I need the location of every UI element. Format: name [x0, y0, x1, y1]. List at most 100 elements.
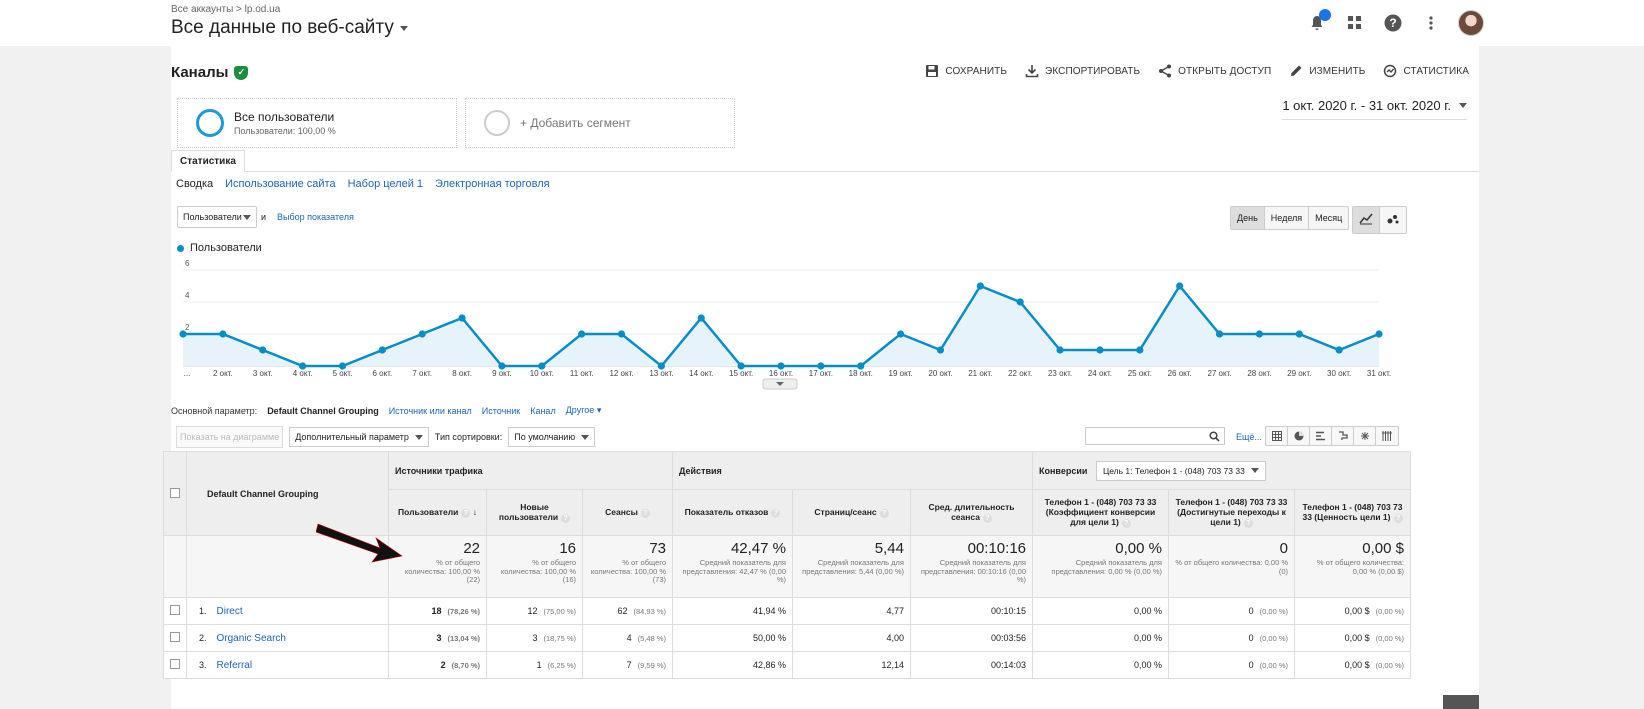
x-tick-label: 27 окт.	[1207, 369, 1231, 378]
metric-value: 50,00 %	[752, 633, 786, 643]
metric-cell: 0,00 %	[1032, 597, 1169, 625]
x-tick-label: 24 окт.	[1088, 369, 1112, 378]
select-all-checkbox[interactable]	[170, 487, 180, 498]
advanced-filter-link[interactable]: Ещё...	[1236, 432, 1262, 442]
dimension-source[interactable]: Источник	[481, 405, 521, 416]
action-pencil-button[interactable]: ИЗМЕНИТЬ	[1289, 64, 1365, 78]
period-month-button[interactable]: Месяц	[1315, 213, 1343, 223]
sort-type-select[interactable]: По умолчанию	[508, 427, 596, 447]
action-insights-button[interactable]: СТАТИСТИКА	[1383, 64, 1469, 78]
subnav-summary[interactable]: Сводка	[176, 178, 214, 190]
row-index: 2.	[199, 632, 207, 643]
data-point	[857, 362, 865, 370]
action-download-button[interactable]: ЭКСПОРТИРОВАТЬ	[1025, 64, 1140, 78]
table-row: 1. Direct 18 (78,26 %) 12 (75,00 %) 62 (84,93 %…	[163, 597, 1411, 625]
channel-link[interactable]: Organic Search	[216, 632, 286, 644]
metric-cell: 1 (6,25 %)	[486, 651, 583, 679]
choose-metric-link[interactable]: Выбор показателя	[277, 212, 354, 222]
channel-link[interactable]: Direct	[216, 605, 243, 617]
row-checkbox[interactable]	[170, 605, 180, 615]
tab-statistics[interactable]: Статистика	[171, 150, 245, 172]
line-chart-icon[interactable]	[1353, 207, 1380, 233]
dimension-medium[interactable]: Канал	[530, 405, 556, 416]
search-icon[interactable]	[1209, 430, 1220, 442]
motion-chart-icon[interactable]	[1380, 207, 1406, 233]
column-header[interactable]: Телефон 1 - (048) 703 73 33 (Коэффициент…	[1032, 489, 1169, 536]
pie-view-icon[interactable]	[1288, 427, 1310, 445]
total-value: 22	[463, 540, 480, 557]
subnav-site-usage[interactable]: Использование сайта	[225, 178, 336, 190]
column-header[interactable]: Сеансы?	[582, 489, 673, 536]
row-checkbox[interactable]	[170, 632, 180, 642]
date-range-picker[interactable]: 1 окт. 2020 г. - 31 окт. 2020 г.	[1282, 98, 1467, 120]
chart-metric-select[interactable]: Пользователи	[177, 206, 257, 228]
data-point	[1295, 330, 1303, 338]
help-icon[interactable]: ?	[1243, 518, 1253, 528]
dimension-current[interactable]: Default Channel Grouping	[267, 405, 379, 416]
secondary-dimension-select[interactable]: Дополнительный параметр	[289, 427, 429, 447]
x-tick-label: 16 окт.	[769, 369, 793, 378]
metric-share: (9,59 %)	[637, 661, 666, 670]
x-tick-label: 12 окт.	[609, 369, 633, 378]
column-header[interactable]: Показатель отказов?	[672, 489, 793, 536]
comparison-view-icon[interactable]	[1332, 427, 1354, 445]
segment-all-users[interactable]: Все пользователи Пользователи: 100,00 %	[177, 98, 457, 148]
column-header-label: Телефон 1 - (048) 703 73 33 (Коэффициент…	[1044, 497, 1157, 528]
action-save-button[interactable]: СОХРАНИТЬ	[925, 64, 1007, 78]
total-cell: 00:10:16 Средний показатель для представл…	[910, 535, 1033, 598]
period-day-button[interactable]: День	[1231, 207, 1265, 229]
total-note: Средний показатель для представления: 5,…	[802, 558, 904, 576]
total-value: 0,00 $	[1362, 540, 1404, 557]
term-cloud-view-icon[interactable]	[1354, 427, 1376, 445]
user-avatar[interactable]	[1458, 10, 1484, 36]
column-header[interactable]: Страниц/сеанс?	[792, 489, 911, 536]
channel-link[interactable]: Referral	[216, 659, 253, 671]
column-header-label: Показатель отказов	[684, 507, 769, 518]
column-header[interactable]: Телефон 1 - (048) 703 73 33 (Ценность це…	[1294, 489, 1411, 536]
dimension-source-medium[interactable]: Источник или канал	[388, 405, 472, 416]
help-icon[interactable]: ?	[1382, 12, 1404, 34]
help-icon[interactable]: ?	[461, 508, 471, 518]
table-view-icon[interactable]	[1266, 427, 1288, 445]
column-header-label: Пользователи	[398, 507, 459, 518]
help-icon[interactable]: ?	[879, 508, 889, 518]
account-breadcrumb[interactable]: Все аккаунты > lp.od.ua	[171, 4, 281, 15]
goal-select[interactable]: Цель 1: Телефон 1 - (048) 703 73 33	[1095, 460, 1266, 481]
help-icon[interactable]: ?	[561, 513, 571, 523]
metric-value: 0,00 %	[1133, 660, 1162, 670]
apps-grid-icon[interactable]	[1344, 12, 1366, 34]
help-icon[interactable]: ?	[1121, 518, 1131, 528]
help-icon[interactable]: ?	[982, 513, 992, 523]
column-header[interactable]: Телефон 1 - (048) 703 73 33 (Достигнутые…	[1168, 489, 1295, 536]
plot-rows-button[interactable]: Показать на диаграмме	[176, 426, 284, 448]
help-icon[interactable]: ?	[771, 508, 781, 518]
subnav-goal-set[interactable]: Набор целей 1	[347, 178, 424, 190]
data-point	[897, 330, 905, 338]
performance-view-icon[interactable]	[1310, 427, 1332, 445]
segment-empty-ring-icon	[484, 110, 510, 136]
help-icon[interactable]: ?	[640, 508, 650, 518]
verified-shield-icon: ✓	[234, 65, 249, 80]
sort-desc-icon[interactable]: ↓	[470, 507, 477, 518]
total-value: 16	[559, 540, 576, 557]
column-header[interactable]: Новые пользователи?	[486, 489, 583, 536]
period-week-button[interactable]: Неделя	[1265, 207, 1310, 229]
data-point	[1375, 330, 1383, 338]
view-selector[interactable]: Все данные по веб-сайту	[171, 17, 408, 39]
more-vert-icon[interactable]	[1420, 12, 1442, 34]
add-segment-button[interactable]: + Добавить сегмент	[465, 98, 735, 148]
help-icon[interactable]: ?	[1393, 513, 1403, 523]
action-share-button[interactable]: ОТКРЫТЬ ДОСТУП	[1158, 64, 1271, 78]
metric-value: 0	[1248, 606, 1254, 616]
pivot-view-icon[interactable]	[1376, 427, 1398, 445]
total-note: % от общего количества: 0,00 % (0,00 $)	[1316, 558, 1404, 576]
notifications-bell-icon[interactable]	[1306, 9, 1331, 34]
dimension-other[interactable]: Другое ▾	[565, 405, 602, 415]
column-header[interactable]: Сред. длительность сеанса?	[910, 489, 1033, 536]
x-tick-label: 17 окт.	[809, 369, 833, 378]
metric-share: (0,00 %)	[1375, 661, 1404, 670]
row-checkbox[interactable]	[170, 659, 180, 669]
subnav-ecommerce[interactable]: Электронная торговля	[435, 178, 550, 190]
table-search-input[interactable]	[1085, 427, 1225, 445]
chart-type-toggle	[1352, 206, 1407, 234]
